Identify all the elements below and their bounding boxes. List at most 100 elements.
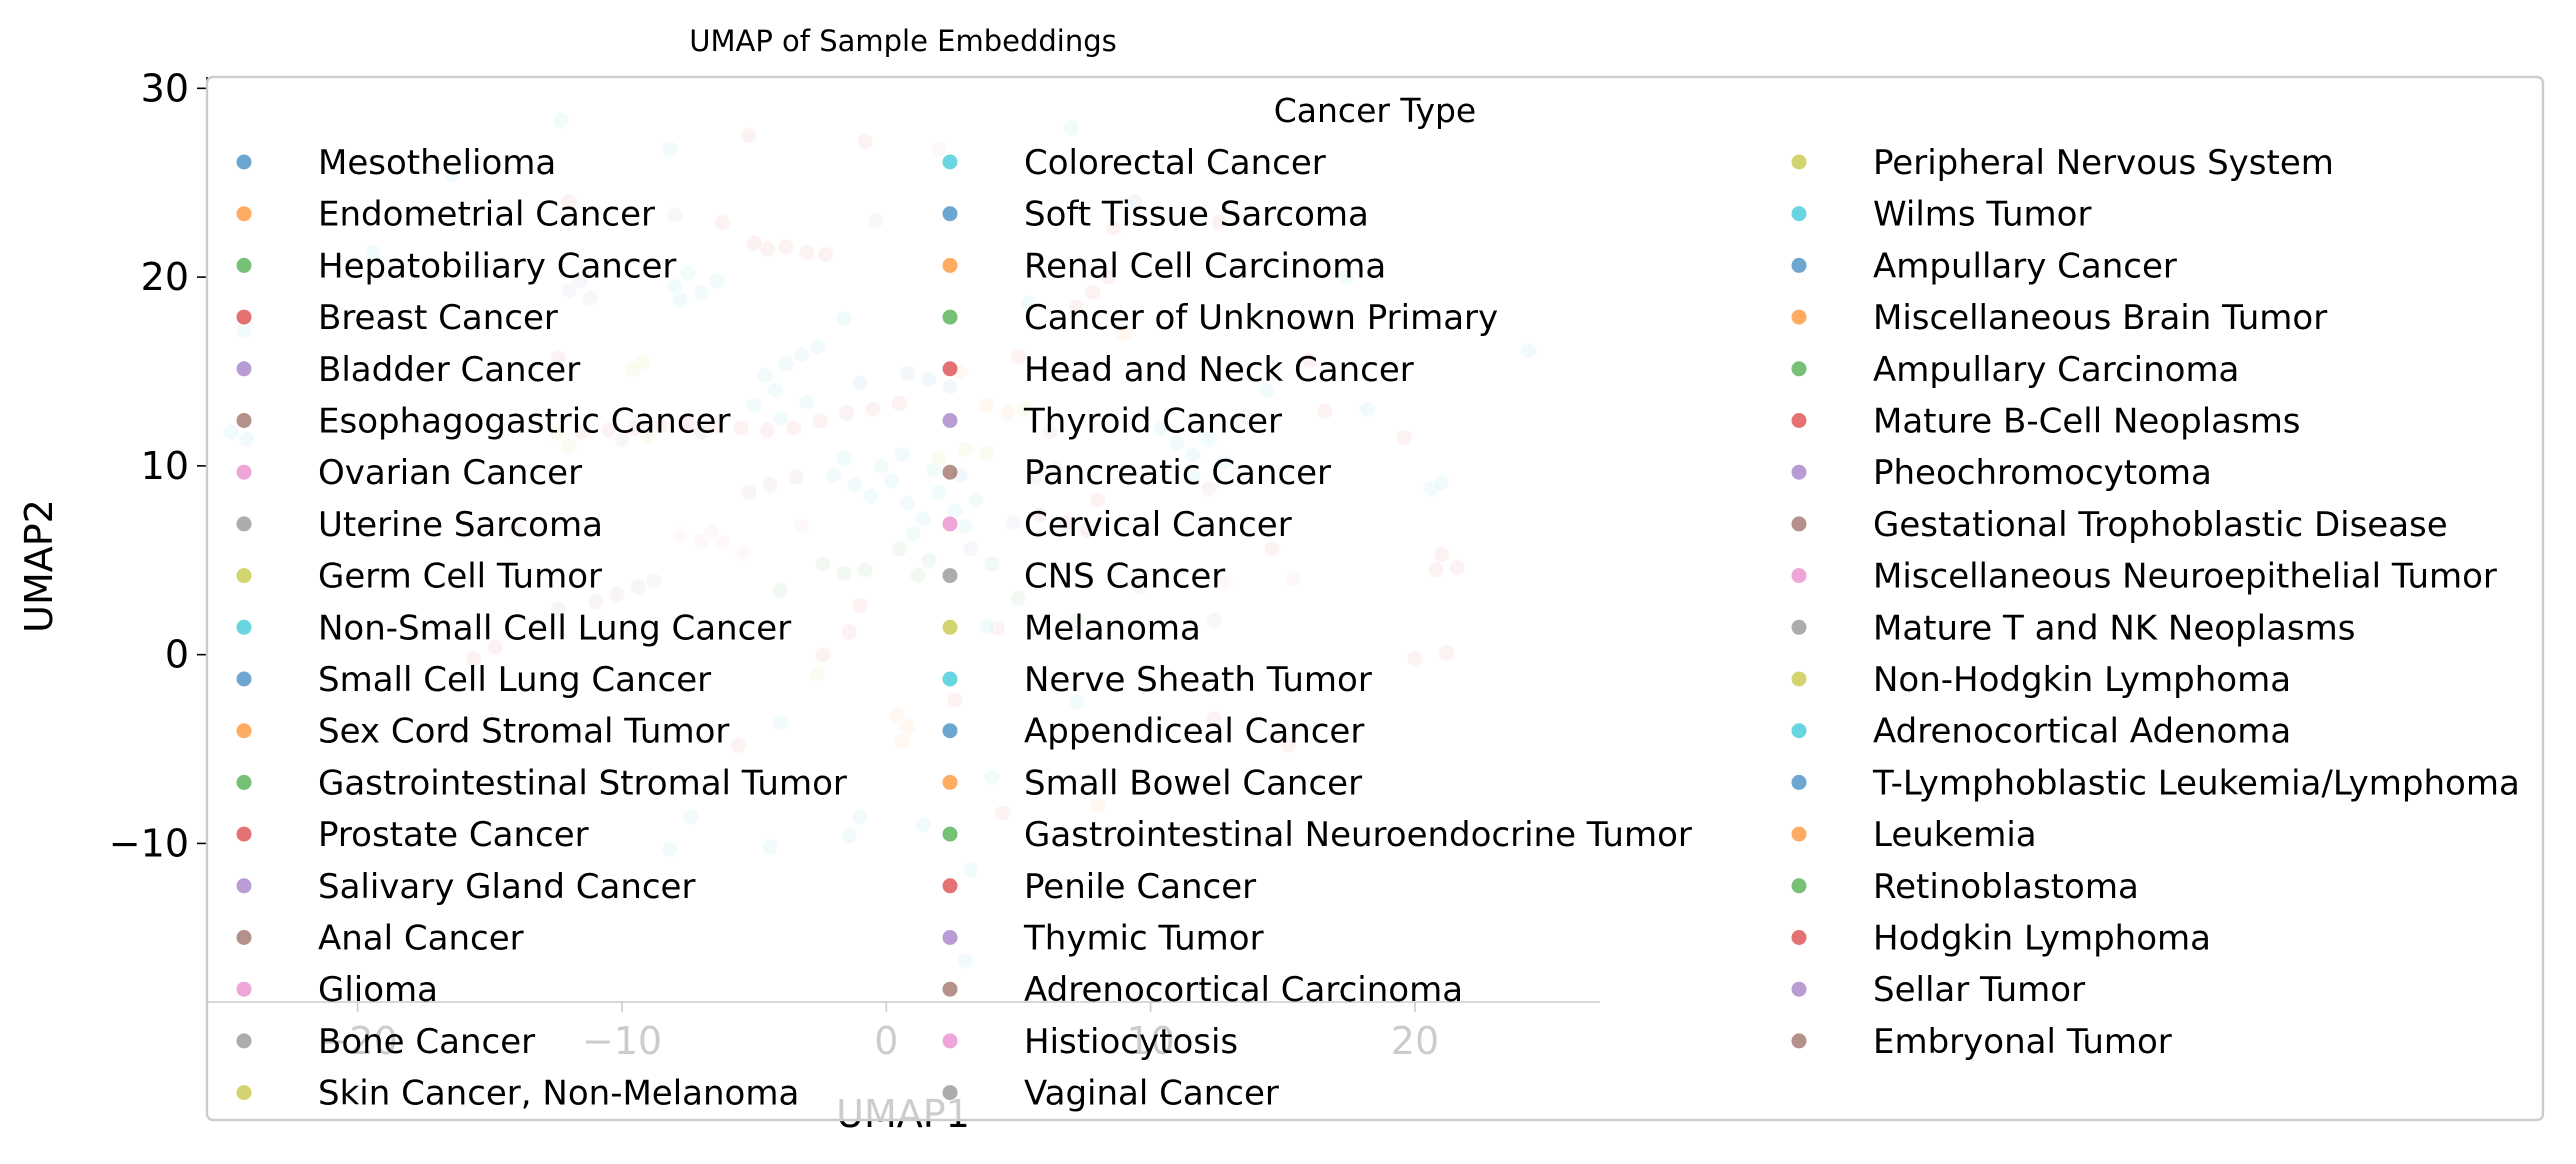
legend-marker xyxy=(941,515,959,533)
legend-marker xyxy=(235,980,253,998)
legend-label: Sellar Tumor xyxy=(1873,970,2085,1010)
legend-label: Pheochromocytoma xyxy=(1873,453,2212,493)
legend-label: CNS Cancer xyxy=(1024,557,1225,597)
legend-label: Non-Hodgkin Lymphoma xyxy=(1873,660,2291,700)
legend-label: Uterine Sarcoma xyxy=(318,505,603,545)
legend-marker xyxy=(235,929,253,946)
legend-marker xyxy=(1790,360,1808,378)
legend-marker xyxy=(1790,412,1808,429)
legend-label: Gestational Trophoblastic Disease xyxy=(1873,505,2448,545)
legend-label: Germ Cell Tumor xyxy=(318,557,602,597)
legend-label: Anal Cancer xyxy=(318,919,524,959)
legend-label: Sex Cord Stromal Tumor xyxy=(318,712,729,752)
legend-marker xyxy=(235,618,253,636)
legend-label: Cancer of Unknown Primary xyxy=(1024,298,1498,338)
legend-marker xyxy=(1790,980,1808,998)
legend-marker xyxy=(941,153,959,171)
legend-label: Renal Cell Carcinoma xyxy=(1024,246,1386,286)
legend-label: Bladder Cancer xyxy=(318,350,580,390)
legend-label: Adrenocortical Carcinoma xyxy=(1024,970,1463,1010)
legend-marker xyxy=(235,153,253,171)
legend-label: Histiocytosis xyxy=(1024,1022,1238,1062)
legend-marker xyxy=(1790,877,1808,895)
legend-label: Vaginal Cancer xyxy=(1024,1074,1279,1114)
legend-marker xyxy=(235,825,253,843)
legend-marker xyxy=(1790,515,1808,533)
legend-label: Appendiceal Cancer xyxy=(1024,712,1364,752)
legend-label: Wilms Tumor xyxy=(1873,195,2091,235)
legend-label: Cervical Cancer xyxy=(1024,505,1292,545)
legend-marker xyxy=(941,1084,959,1102)
legend-label: Mature T and NK Neoplasms xyxy=(1873,608,2355,648)
legend-marker xyxy=(235,773,253,791)
legend-label: Leukemia xyxy=(1873,815,2037,855)
legend-label: T-Lymphoblastic Leukemia/Lymphoma xyxy=(1872,763,2520,803)
legend-label: Ovarian Cancer xyxy=(318,453,582,493)
legend-title: Cancer Type xyxy=(1274,91,1476,130)
legend-marker xyxy=(235,308,253,326)
legend-marker xyxy=(235,1084,253,1102)
legend-label: Pancreatic Cancer xyxy=(1024,453,1331,493)
y-tick-label: 10 xyxy=(141,444,189,488)
legend-marker xyxy=(1790,308,1808,326)
legend-label: Glioma xyxy=(318,970,438,1010)
legend-marker xyxy=(941,670,959,688)
legend-marker xyxy=(941,463,959,481)
legend-label: Skin Cancer, Non-Melanoma xyxy=(318,1074,799,1114)
legend-marker xyxy=(1790,618,1808,636)
legend-marker xyxy=(1790,1032,1808,1050)
legend-marker xyxy=(235,1032,253,1050)
legend-label: Thyroid Cancer xyxy=(1023,402,1282,442)
legend-marker xyxy=(235,515,253,533)
legend-label: Small Bowel Cancer xyxy=(1024,763,1362,803)
legend-label: Endometrial Cancer xyxy=(318,195,655,235)
legend-marker xyxy=(235,205,253,223)
legend-marker xyxy=(941,256,959,274)
legend-label: Prostate Cancer xyxy=(318,815,589,855)
chart-title: UMAP of Sample Embeddings xyxy=(689,24,1117,58)
legend-label: Non-Small Cell Lung Cancer xyxy=(318,608,791,648)
legend-marker xyxy=(941,825,959,843)
legend-marker xyxy=(941,360,959,378)
legend-marker xyxy=(941,722,959,740)
legend-marker xyxy=(1790,256,1808,274)
legend-marker xyxy=(235,722,253,740)
legend-marker xyxy=(1790,463,1808,481)
legend-marker xyxy=(1790,670,1808,688)
legend-label: Retinoblastoma xyxy=(1873,867,2139,907)
legend-marker xyxy=(941,567,959,585)
legend-marker xyxy=(1790,567,1808,585)
legend-label: Ampullary Cancer xyxy=(1873,246,2177,286)
legend-marker xyxy=(235,670,253,688)
legend-label: Gastrointestinal Neuroendocrine Tumor xyxy=(1024,815,1692,855)
legend-label: Hepatobiliary Cancer xyxy=(318,246,676,286)
legend-label: Small Cell Lung Cancer xyxy=(318,660,711,700)
legend-marker xyxy=(235,877,253,895)
legend-label: Penile Cancer xyxy=(1024,867,1256,907)
legend-marker xyxy=(235,567,253,585)
y-tick-label: 20 xyxy=(141,255,189,299)
legend: Cancer Type Mesothelioma Endometrial Canc… xyxy=(205,75,2545,1122)
legend-marker xyxy=(941,877,959,895)
legend-marker xyxy=(941,773,959,791)
legend-marker xyxy=(1790,773,1808,791)
legend-label: Ampullary Carcinoma xyxy=(1873,350,2239,390)
legend-label: Embryonal Tumor xyxy=(1873,1022,2172,1062)
legend-marker xyxy=(235,256,253,274)
legend-marker xyxy=(941,412,959,429)
legend-marker xyxy=(1790,205,1808,223)
legend-marker xyxy=(941,205,959,223)
y-axis-label: UMAP2 xyxy=(17,499,61,633)
legend-label: Soft Tissue Sarcoma xyxy=(1024,195,1369,235)
legend-label: Thymic Tumor xyxy=(1023,919,1264,959)
legend-label: Melanoma xyxy=(1024,608,1201,648)
legend-label: Head and Neck Cancer xyxy=(1024,350,1414,390)
legend-label: Colorectal Cancer xyxy=(1024,143,1326,183)
y-tick-label: 0 xyxy=(165,633,189,677)
legend-frame xyxy=(205,75,2545,1122)
legend-entries: Mesothelioma Endometrial Cancer Hepatobili… xyxy=(235,143,2520,1114)
legend-label: Peripheral Nervous System xyxy=(1873,143,2334,183)
legend-label: Mature B-Cell Neoplasms xyxy=(1873,402,2301,442)
legend-marker xyxy=(1790,825,1808,843)
legend-marker xyxy=(1790,153,1808,171)
